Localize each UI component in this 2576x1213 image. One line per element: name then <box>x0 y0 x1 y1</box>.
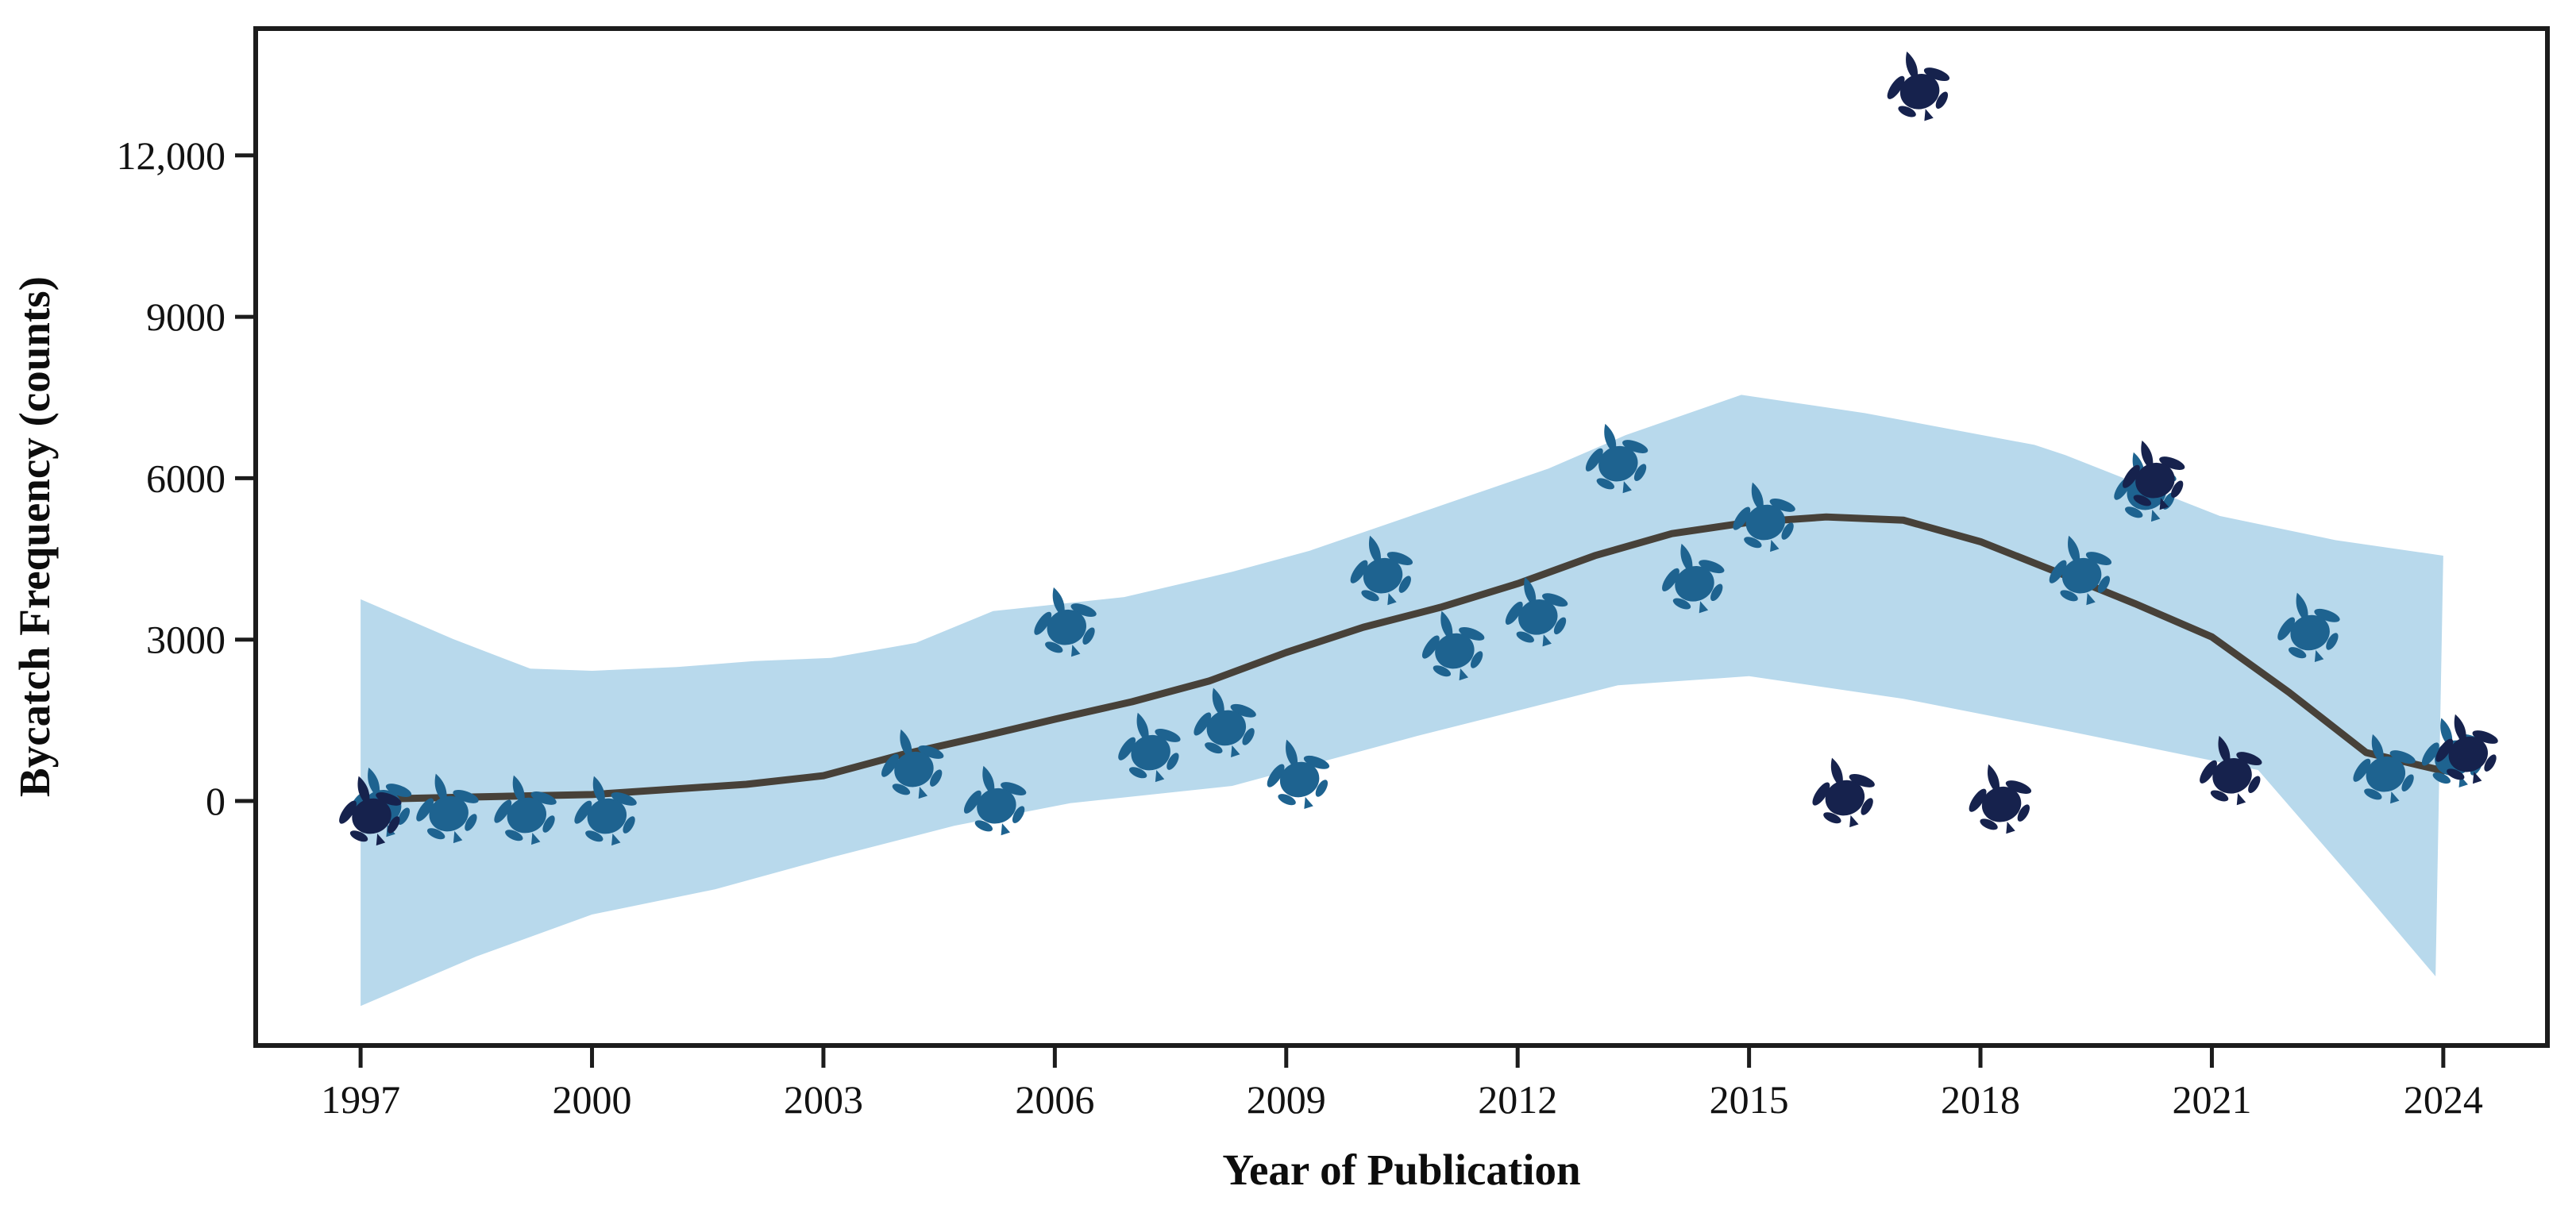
x-axis-title: Year of Publication <box>1222 1146 1580 1194</box>
turtle-marker <box>1954 753 2045 844</box>
y-tick-label: 12,000 <box>117 133 226 178</box>
x-tick-label: 2012 <box>1478 1077 1557 1122</box>
plot-frame-layer <box>253 26 2550 1048</box>
y-tick-label: 9000 <box>146 295 226 339</box>
x-tick-label: 2006 <box>1015 1077 1094 1122</box>
y-axis-title: Bycatch Frequency (counts) <box>10 276 59 797</box>
turtle-marker <box>1873 40 1963 131</box>
x-tick-label: 2003 <box>784 1077 863 1122</box>
turtle-marker <box>1798 746 1888 837</box>
x-tick-label: 2018 <box>1941 1077 2020 1122</box>
x-tick-label: 2024 <box>2404 1077 2483 1122</box>
ci-band-layer <box>361 395 2443 1007</box>
trend-line <box>357 513 2447 803</box>
x-axis-ticks: 1997 2000 2003 2006 2009 2012 2015 2018 2021 2024 <box>321 1045 2483 1122</box>
trend-line-layer <box>357 513 2447 803</box>
y-tick-label: 3000 <box>146 618 226 662</box>
y-axis-ticks: 12,000 9000 6000 3000 0 <box>117 133 256 823</box>
y-tick-label: 6000 <box>146 456 226 500</box>
y-tick-label: 0 <box>206 779 226 823</box>
plot-frame <box>253 26 2550 1048</box>
confidence-band <box>361 395 2443 1007</box>
x-tick-label: 2000 <box>553 1077 632 1122</box>
x-tick-label: 2015 <box>1710 1077 1789 1122</box>
x-tick-label: 2021 <box>2172 1077 2251 1122</box>
x-tick-label: 2009 <box>1247 1077 1326 1122</box>
x-tick-label: 1997 <box>321 1077 400 1122</box>
